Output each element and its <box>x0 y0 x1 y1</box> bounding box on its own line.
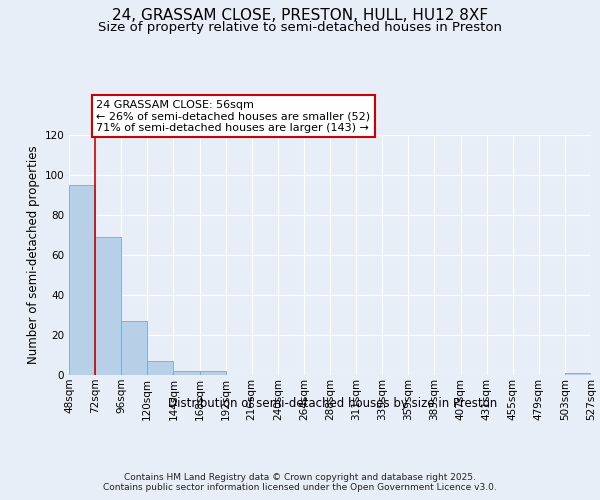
Bar <box>69 185 95 375</box>
Y-axis label: Number of semi-detached properties: Number of semi-detached properties <box>27 146 40 364</box>
Bar <box>173 371 199 375</box>
Text: Contains HM Land Registry data © Crown copyright and database right 2025.
Contai: Contains HM Land Registry data © Crown c… <box>103 473 497 492</box>
Bar <box>95 237 121 375</box>
Text: Distribution of semi-detached houses by size in Preston: Distribution of semi-detached houses by … <box>169 398 497 410</box>
Bar <box>121 321 148 375</box>
Text: Size of property relative to semi-detached houses in Preston: Size of property relative to semi-detach… <box>98 21 502 34</box>
Bar <box>565 373 591 375</box>
Text: 24 GRASSAM CLOSE: 56sqm
← 26% of semi-detached houses are smaller (52)
71% of se: 24 GRASSAM CLOSE: 56sqm ← 26% of semi-de… <box>97 100 371 133</box>
Bar <box>199 371 226 375</box>
Bar <box>148 361 173 375</box>
Text: 24, GRASSAM CLOSE, PRESTON, HULL, HU12 8XF: 24, GRASSAM CLOSE, PRESTON, HULL, HU12 8… <box>112 8 488 22</box>
